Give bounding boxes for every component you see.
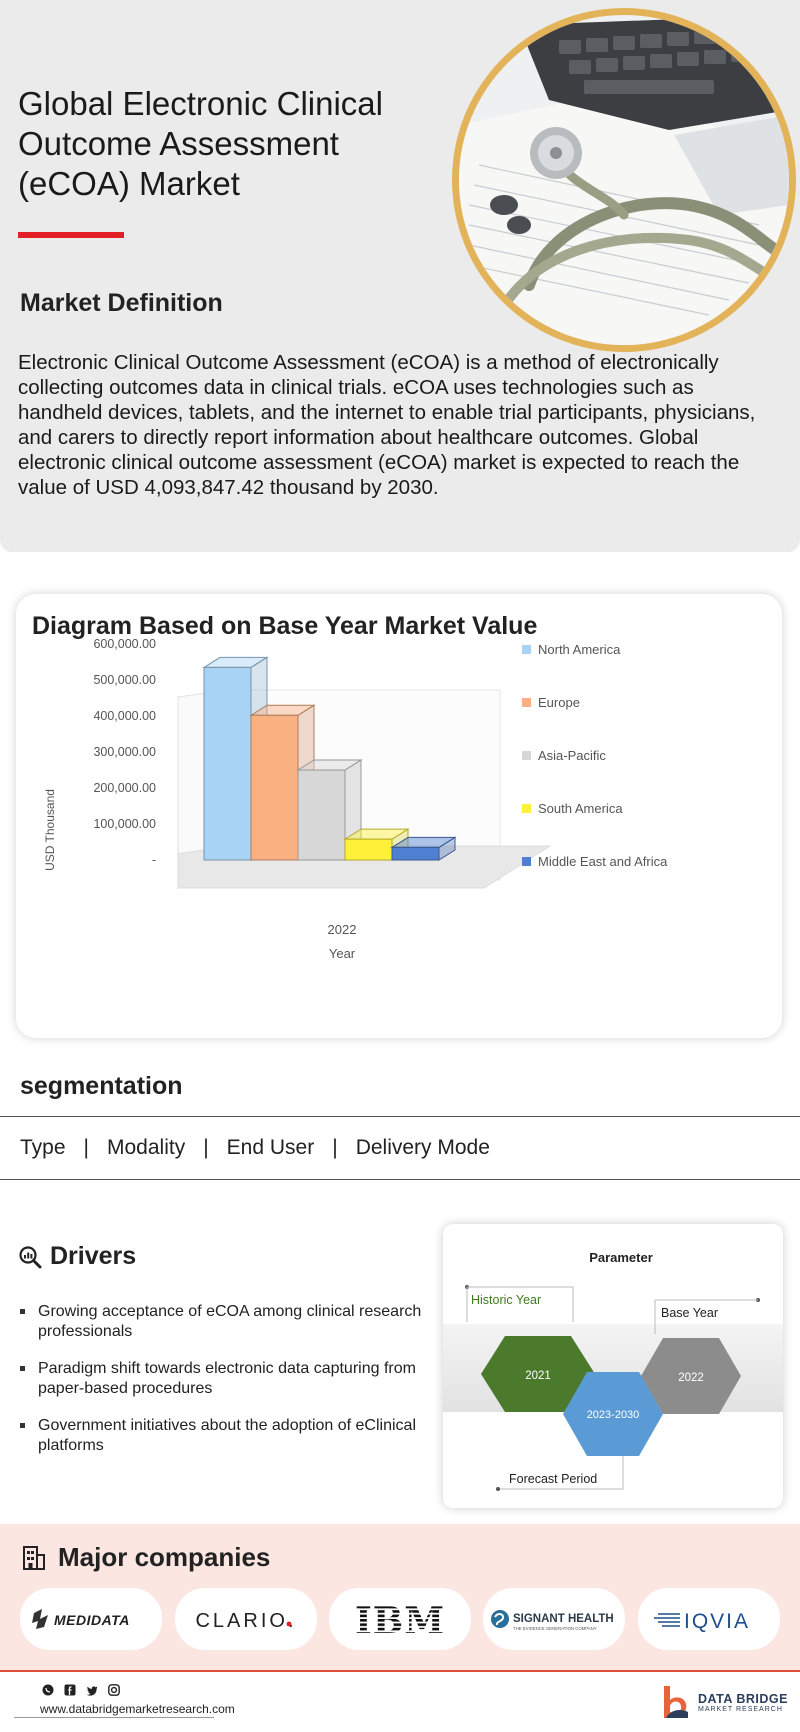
stethoscope-keyboard-image (459, 15, 789, 345)
y-tick-label: 300,000.00 (93, 745, 156, 759)
ibm-logo: IBM (329, 1588, 471, 1650)
segment-separator: | (83, 1136, 89, 1159)
market-definition-heading: Market Definition (20, 289, 223, 317)
drivers-heading: Drivers (50, 1242, 137, 1270)
svg-text:THE EVIDENCE GENERATION COMPAN: THE EVIDENCE GENERATION COMPANY (513, 1626, 597, 1631)
drivers-list: Growing acceptance of eCOA among clinica… (18, 1302, 428, 1473)
data-bridge-mark-icon (664, 1686, 688, 1718)
legend-item: Middle East and Africa (522, 854, 668, 869)
companies-header: Major companies (22, 1542, 270, 1573)
data-bridge-logo: DATA BRIDGE MARKET RESEARCH (660, 1684, 788, 1720)
drivers-header: Drivers (18, 1242, 136, 1271)
page-title: Global Electronic Clinical Outcome Asses… (18, 85, 383, 202)
header-section: Global Electronic Clinical Outcome Asses… (0, 0, 800, 552)
y-axis-label: USD Thousand (43, 789, 57, 871)
market-definition-text: Electronic Clinical Outcome Assessment (… (18, 351, 756, 499)
data-bridge-brand-sub: MARKET RESEARCH (698, 1705, 783, 1713)
segment-modality: Modality (107, 1136, 186, 1159)
segment-separator: | (332, 1136, 338, 1159)
base-year-value: 2022 (678, 1372, 704, 1384)
signant-health-logo: SIGNANT HEALTH THE EVIDENCE GENERATION C… (483, 1588, 625, 1650)
y-tick-label: 500,000.00 (93, 673, 156, 687)
bar-asia-pacific (296, 759, 363, 861)
segment-delivery-mode: Delivery Mode (355, 1136, 490, 1159)
iqvia-logo: IQVIA (638, 1588, 780, 1650)
data-bridge-brand: DATA BRIDGE (698, 1691, 788, 1706)
svg-text:North America: North America (538, 642, 621, 657)
parameter-card: Parameter Historic Year Base Year 2021 2… (443, 1224, 783, 1508)
legend-item: North America (522, 642, 621, 657)
svg-text:IQVIA: IQVIA (684, 1610, 750, 1633)
clario-logo: CLARIO. (175, 1588, 317, 1650)
social-icons (42, 1684, 120, 1696)
major-companies-section: Major companies MEDIDATA CLARIO. IBM (0, 1524, 800, 1670)
title-underline (18, 232, 124, 238)
website-link[interactable]: www.databridgemarketresearch.com (40, 1702, 235, 1716)
segment-end-user: End User (226, 1136, 315, 1159)
building-icon (23, 1545, 45, 1570)
forecast-period-hexagon (563, 1372, 663, 1456)
bar-middle-east-and-africa (390, 836, 457, 861)
instagram-icon[interactable] (108, 1684, 120, 1696)
base-year-label: Base Year (661, 1306, 718, 1320)
historic-year-label: Historic Year (471, 1293, 541, 1307)
svg-text:Asia-Pacific: Asia-Pacific (538, 748, 606, 763)
historic-year-value: 2021 (525, 1370, 551, 1382)
x-axis-label: Year (329, 946, 356, 961)
forecast-period-value: 2023-2030 (587, 1409, 640, 1421)
chart-card: Diagram Based on Base Year Market Value … (16, 594, 782, 1038)
y-tick-label: 600,000.00 (93, 637, 156, 651)
legend-item: Europe (522, 695, 580, 710)
svg-text:CLARIO.: CLARIO. (195, 1610, 296, 1632)
driver-item: Government initiatives about the adoptio… (18, 1416, 428, 1456)
forecast-period-label: Forecast Period (509, 1472, 597, 1486)
twitter-icon[interactable] (86, 1684, 98, 1696)
companies-heading: Major companies (58, 1542, 271, 1572)
legend-item: Asia-Pacific (522, 748, 606, 763)
segment-separator: | (203, 1136, 209, 1159)
footer-url-rule (14, 1717, 214, 1718)
facebook-icon[interactable] (64, 1684, 76, 1696)
y-tick-label: - (152, 853, 156, 867)
y-tick-label: 400,000.00 (93, 709, 156, 723)
medidata-logo: MEDIDATA (20, 1588, 162, 1650)
svg-text:Europe: Europe (538, 695, 580, 710)
driver-item: Paradigm shift towards electronic data c… (18, 1359, 428, 1399)
chart-heading: Diagram Based on Base Year Market Value (32, 612, 538, 640)
footer-divider (0, 1670, 800, 1672)
hero-image-frame (452, 8, 796, 352)
y-tick-label: 200,000.00 (93, 781, 156, 795)
segmentation-heading: segmentation (20, 1072, 183, 1100)
svg-text:MEDIDATA: MEDIDATA (54, 1612, 130, 1628)
y-tick-label: 100,000.00 (93, 817, 156, 831)
segmentation-bar: Type | Modality | End User | Delivery Mo… (0, 1116, 800, 1180)
segment-type: Type (20, 1136, 66, 1159)
parameter-title: Parameter (589, 1250, 653, 1265)
historic-year-hexagon (481, 1336, 595, 1412)
svg-text:Middle East and Africa: Middle East and Africa (538, 854, 668, 869)
whatsapp-icon[interactable] (42, 1684, 54, 1696)
market-value-bar-chart: - 100,000.00 200,000.00 300,000.00 400,000.0… (43, 637, 668, 961)
legend-item: South America (522, 801, 623, 816)
svg-text:IBM: IBM (355, 1600, 445, 1641)
magnifier-chart-icon (19, 1245, 42, 1268)
x-tick-2022: 2022 (328, 922, 357, 937)
svg-text:SIGNANT HEALTH: SIGNANT HEALTH (513, 1613, 614, 1625)
base-year-hexagon (641, 1338, 741, 1414)
svg-text:South America: South America (538, 801, 623, 816)
driver-item: Growing acceptance of eCOA among clinica… (18, 1302, 428, 1342)
